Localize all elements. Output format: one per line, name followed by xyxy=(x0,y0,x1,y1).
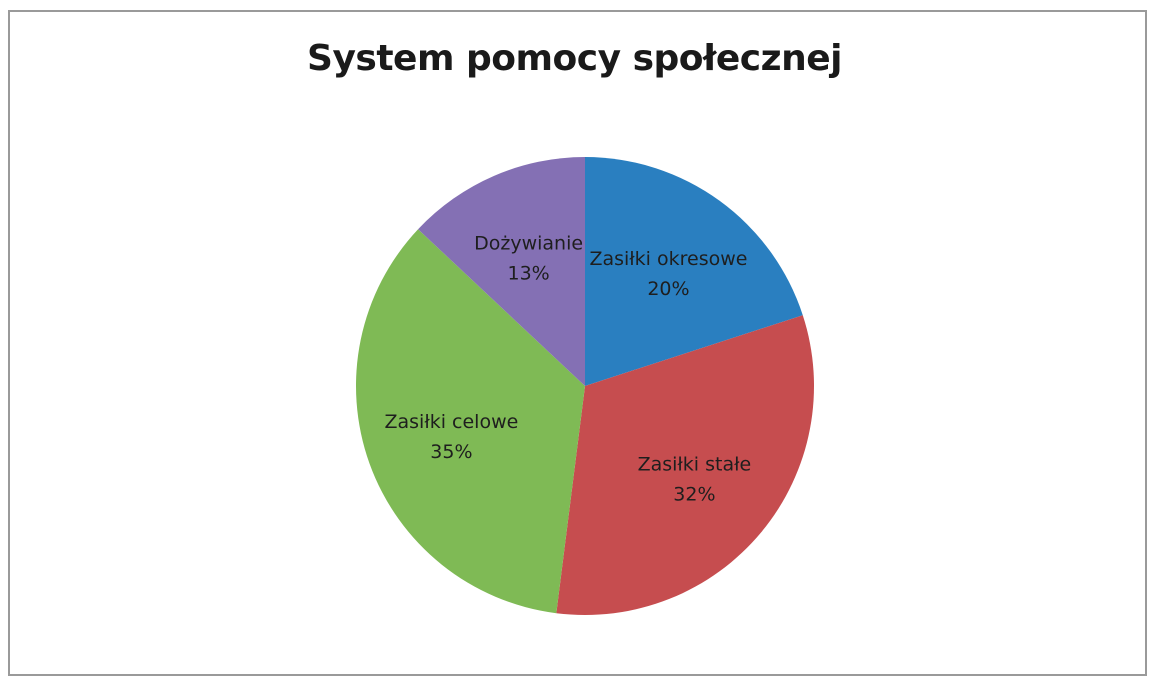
slice-label-zasilki-okresowe: Zasiłki okresowe xyxy=(589,248,747,270)
slice-label-zasilki-stale: Zasiłki stałe xyxy=(638,454,752,476)
slice-value-zasilki-celowe: 35% xyxy=(430,441,472,463)
pie-slice-zasilki-celowe xyxy=(355,229,585,614)
slice-value-zasilki-okresowe: 20% xyxy=(647,278,689,300)
slice-label-zasilki-celowe: Zasiłki celowe xyxy=(384,411,518,433)
pie-slice-zasilki-stale xyxy=(556,315,814,615)
slice-value-dozywianie: 13% xyxy=(507,263,549,285)
chart-title: System pomocy społecznej xyxy=(307,38,842,79)
slice-value-zasilki-stale: 32% xyxy=(673,484,715,506)
pie-slice-zasilki-okresowe xyxy=(585,157,803,386)
pie-labels: Zasiłki okresowe 20% Zasiłki stałe 32% Zasił… xyxy=(384,233,751,506)
pie-slices xyxy=(355,157,814,615)
pie-slice-dozywianie xyxy=(418,157,585,386)
slice-label-dozywianie: Dożywianie xyxy=(474,233,583,255)
